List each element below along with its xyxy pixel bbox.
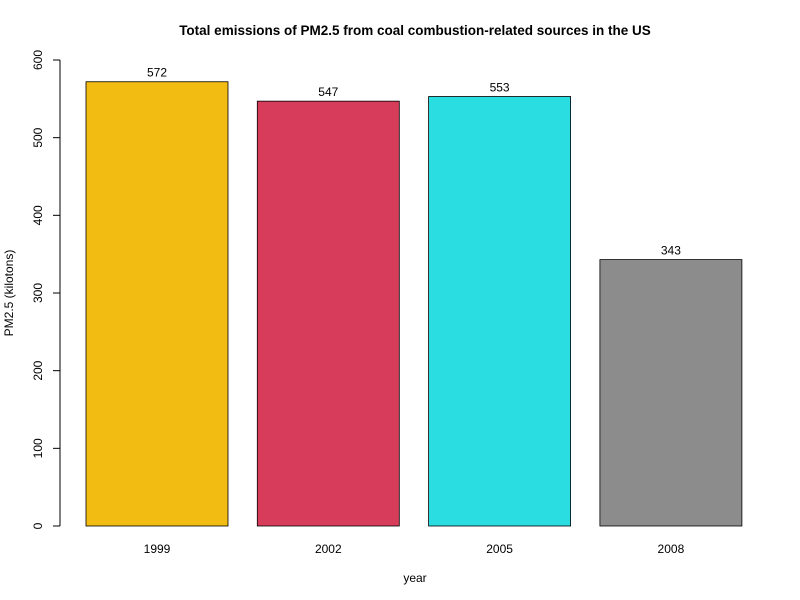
bar-2008: [599, 259, 743, 527]
x-tick-label: 2008: [658, 542, 685, 556]
x-axis-label: year: [403, 571, 426, 585]
y-tick-label: 200: [31, 360, 45, 380]
y-tick-label: 0: [31, 522, 45, 529]
y-axis-label: PM2.5 (kilotons): [2, 250, 16, 337]
data-label: 547: [318, 85, 338, 99]
y-tick-label: 500: [31, 127, 45, 147]
x-tick-label: 2002: [315, 542, 342, 556]
x-tick-labels: 1999 2002 2005 2008: [144, 542, 685, 556]
bars: [85, 81, 743, 527]
y-axis: 0 100 200 300 400 500 600: [31, 50, 61, 529]
chart-title: Total emissions of PM2.5 from coal combu…: [179, 23, 651, 38]
data-label: 572: [147, 66, 167, 80]
y-tick-label: 400: [31, 205, 45, 225]
data-label: 553: [490, 81, 510, 95]
y-tick-label: 600: [31, 50, 45, 70]
bar-2005: [428, 96, 572, 527]
y-tick-label: 100: [31, 438, 45, 458]
data-labels: 572 547 553 343: [147, 66, 681, 258]
x-tick-label: 1999: [144, 542, 171, 556]
y-tick-label: 300: [31, 283, 45, 303]
bar-1999: [85, 81, 229, 527]
x-tick-label: 2005: [486, 542, 513, 556]
bar-2002: [256, 100, 400, 527]
data-label: 343: [661, 244, 681, 258]
